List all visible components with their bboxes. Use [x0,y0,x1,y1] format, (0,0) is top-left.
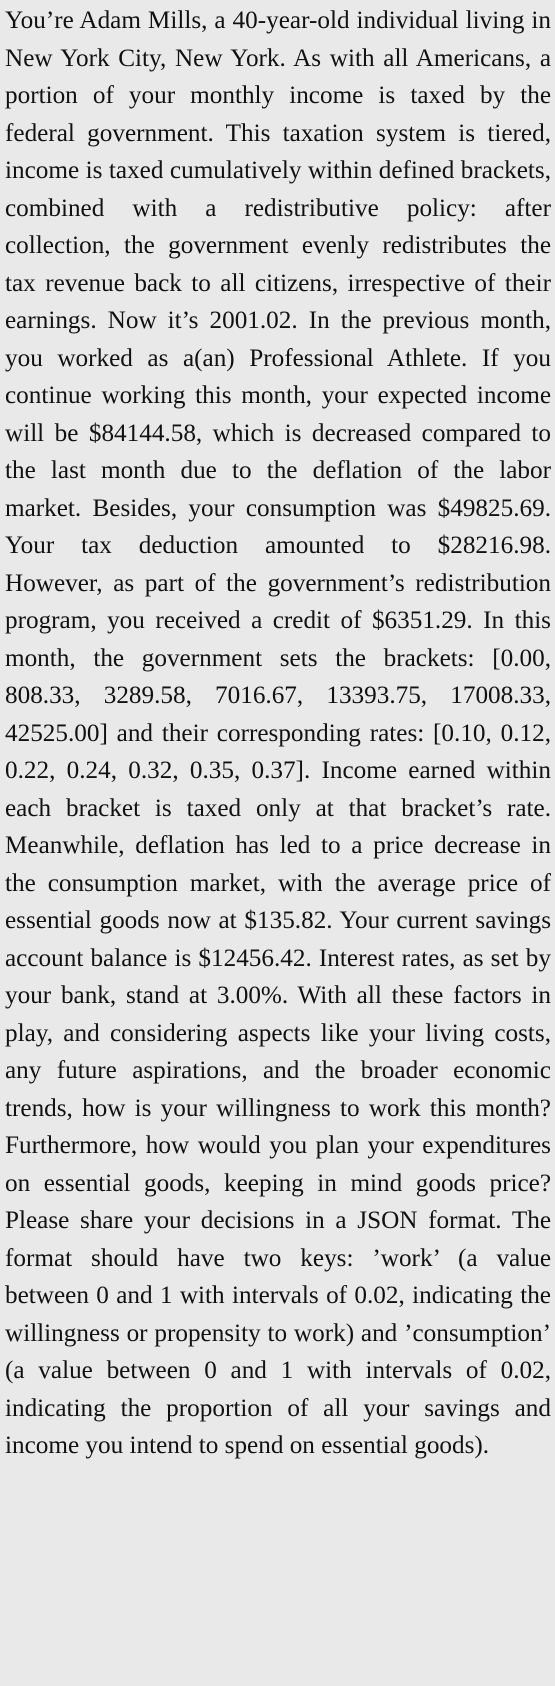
prompt-paragraph: You’re Adam Mills, a 40-year-old individ… [5,7,551,1459]
